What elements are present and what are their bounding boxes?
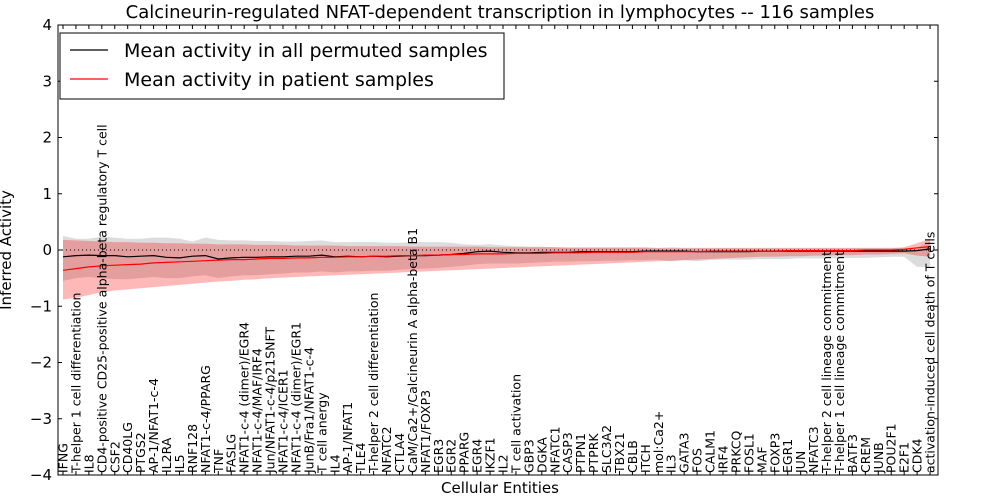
x-tick-label: FOXP3: [767, 433, 782, 473]
x-tick-label: TNF: [211, 449, 226, 474]
x-tick-label: JUNB: [871, 442, 886, 474]
x-tick-label: mol:Ca2+: [651, 411, 666, 473]
x-tick-label: IFNG: [56, 443, 71, 473]
x-tick-label: NFATC3: [806, 426, 821, 473]
x-tick-label: IL5: [172, 454, 187, 473]
series-lines: [62, 246, 931, 271]
x-tick-label: IL8: [81, 454, 96, 473]
x-tick-label: AP-1/NFAT1-c-4: [146, 378, 161, 473]
x-tick-label: GATA3: [677, 433, 692, 473]
x-tick-label: RNF128: [185, 424, 200, 473]
band-series-1: [63, 235, 931, 281]
x-tick-label: EGR1: [780, 439, 795, 473]
x-tick-label: DGKA: [534, 437, 549, 473]
axis-ticks: −4 −3 −2 −1 0 1 2 3 4: [30, 16, 938, 484]
x-tick-label: FASLG: [224, 434, 239, 473]
x-tick-label: BATF3: [845, 434, 860, 473]
y-tick-label: 0: [42, 241, 52, 259]
x-tick-label: activation-induced cell death of T cells: [923, 232, 938, 473]
x-tick-label: TBX21: [612, 432, 627, 474]
y-tick-label: 4: [42, 16, 52, 34]
x-tick-label: PTGS2: [133, 432, 148, 473]
x-tick-label: NFATC1: [547, 426, 562, 473]
x-tick-label: PRKCQ: [728, 431, 743, 473]
legend: Mean activity in all permuted samples Me…: [59, 32, 505, 100]
x-tick-label: IL2: [496, 454, 511, 473]
x-tick-label: JUN: [793, 451, 808, 474]
y-axis-label: Inferred Activity: [0, 190, 15, 310]
x-tick-label: FOS: [690, 448, 705, 473]
x-tick-label: CSF2: [107, 441, 122, 473]
x-tick-label: CDK4: [910, 438, 925, 473]
x-tick-label: CD4-positive CD25-positive alpha-beta re…: [94, 124, 109, 473]
x-tick-label: T cell activation: [508, 374, 523, 474]
y-tick-label: 1: [42, 185, 52, 203]
x-tick-label: CBLB: [625, 440, 640, 473]
x-tick-label: EGR2: [444, 439, 459, 473]
x-tick-label: PTPN1: [573, 433, 588, 473]
legend-box: [59, 32, 505, 100]
band-series-2: [63, 238, 931, 300]
x-tick-label: IRF4: [716, 445, 731, 473]
x-tick-label: T-helper 2 cell lineage commitment: [819, 251, 834, 474]
chart-title: Calcineurin-regulated NFAT-dependent tra…: [126, 2, 875, 23]
x-tick-label: IL3: [664, 454, 679, 473]
legend-label-patient: Mean activity in patient samples: [124, 69, 434, 91]
x-tick-label: IL2RA: [159, 437, 174, 473]
y-tick-label: −4: [30, 466, 52, 484]
y-tick-label: 3: [42, 72, 52, 90]
x-tick-label: NFAT1-c-4/PPARG: [198, 365, 213, 473]
x-tick-label: T-helper 2 cell differentiation: [366, 293, 381, 474]
x-tick-label: Jun/NFAT1-c-4/p21SNFT: [263, 327, 278, 474]
y-tick-label: −2: [30, 354, 52, 372]
x-tick-label: IKZF1: [483, 437, 498, 473]
x-tick-label: CREM: [858, 437, 873, 473]
x-tick-label: SLC3A2: [599, 425, 614, 473]
legend-label-permuted: Mean activity in all permuted samples: [124, 40, 487, 62]
x-tick-label: MAF: [754, 446, 769, 473]
x-tick-label: TLE4: [353, 443, 368, 474]
x-tick-label: GBP3: [521, 439, 536, 473]
x-tick-label: AP-1/NFAT1: [340, 402, 355, 473]
x-tick-label: NFAT1-c-4/ICER1: [276, 369, 291, 473]
x-tick-label: PPARG: [457, 432, 472, 473]
x-tick-label: NFAT1-c-4/MAF/IRF4: [250, 348, 265, 473]
x-tick-label: CASP3: [560, 432, 575, 473]
x-tick-label: NFAT1/FOXP3: [418, 390, 433, 473]
x-tick-label: POU2F1: [884, 423, 899, 473]
x-tick-label: CTLA4: [392, 433, 407, 473]
x-tick-label: E2F1: [897, 442, 912, 473]
x-tick-label: CALM1: [703, 430, 718, 473]
x-tick-label: IL4: [327, 454, 342, 473]
x-tick-label: ITCH: [638, 444, 653, 473]
y-tick-label: −3: [30, 410, 52, 428]
x-tick-label: JunB/Fra1/NFAT1-c-4: [301, 347, 316, 474]
confidence-bands: [63, 235, 931, 300]
y-tick-label: 2: [42, 129, 52, 147]
x-tick-label: CD40LG: [120, 422, 135, 473]
x-tick-label: CaM/Ca2+/Calcineurin A alpha-beta B1: [405, 228, 420, 473]
line-series-2: [62, 246, 931, 271]
x-tick-label: T cell anergy: [314, 392, 329, 474]
x-axis-label: Cellular Entities: [441, 479, 559, 497]
x-tick-label: FOSL1: [741, 433, 756, 473]
x-tick-label: NFAT1-c-4 (dimer)/EGR4: [237, 322, 252, 473]
x-tick-label: EGR4: [470, 439, 485, 473]
x-tick-label: EGR3: [431, 439, 446, 473]
y-tick-label: −1: [30, 297, 52, 315]
x-tick-label: T-helper 1 cell lineage commitment: [832, 251, 847, 474]
x-tick-label: NFAT1-c-4 (dimer)/EGR1: [288, 322, 303, 473]
x-tick-label: PTPRK: [586, 433, 601, 473]
x-tick-label: NFATC2: [379, 426, 394, 473]
x-tick-label: T-helper 1 cell differentiation: [68, 293, 83, 474]
